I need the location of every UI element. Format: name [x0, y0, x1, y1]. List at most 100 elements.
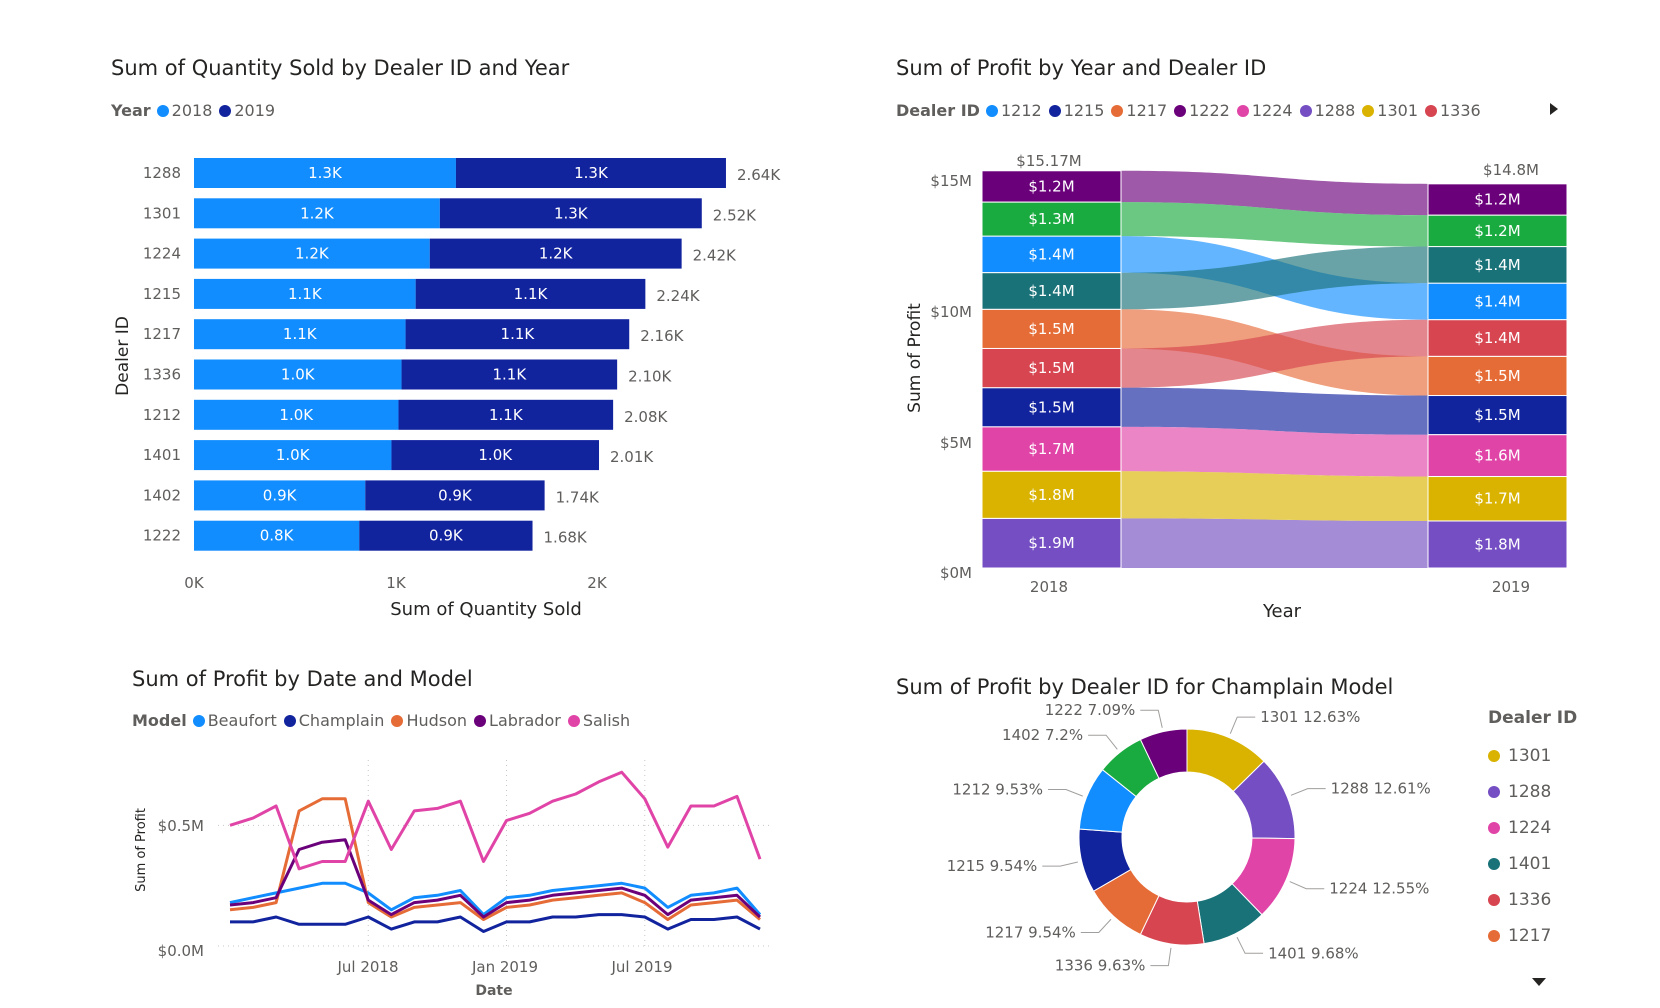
- donut-leader-line: [1047, 789, 1083, 797]
- bar-data-label: 1.0K: [478, 446, 513, 464]
- donut-legend-label-1401: 1401: [1508, 854, 1552, 874]
- ribbon-data-label: $1.5M: [1474, 406, 1520, 424]
- line-x-tick: Jul 2019: [610, 958, 672, 976]
- quantity-chart-panel: Sum of Quantity Sold by Dealer ID and Ye…: [0, 0, 820, 640]
- bar-total-label: 2.10K: [628, 368, 672, 386]
- quantity-chart-legend: Year 2018 2019: [111, 101, 282, 120]
- bar-y-tick: 1402: [143, 486, 181, 504]
- bar-y-tick: 1215: [143, 285, 181, 303]
- bar-2018-1301: [194, 198, 440, 229]
- line-chart-title: Sum of Profit by Date and Model: [132, 667, 473, 691]
- legend-scroll-down-icon[interactable]: [1532, 978, 1546, 986]
- bar-data-label: 1.1K: [288, 285, 323, 303]
- legend-next-icon[interactable]: [1550, 103, 1558, 115]
- profit-ribbon-panel: Sum of Profit by Year and Dealer ID Deal…: [820, 0, 1660, 640]
- ribbon-1215: [1121, 387, 1428, 435]
- donut-leader-line: [1229, 716, 1256, 734]
- bar-data-label: 1.3K: [308, 164, 343, 182]
- ribbon-y-tick: $10M: [930, 303, 972, 321]
- bar-2018-1402: [194, 480, 366, 511]
- legend-label-1301: 1301: [1377, 101, 1418, 120]
- legend-item-1288[interactable]: 1288: [1299, 101, 1355, 120]
- donut-legend-dot-1336: [1488, 894, 1500, 906]
- ribbon-total-2018: $15.17M: [1016, 152, 1081, 170]
- ribbon-chart-title: Sum of Profit by Year and Dealer ID: [896, 56, 1267, 80]
- ribbon-1336: [1121, 319, 1428, 388]
- ribbon-chart-legend: Dealer ID 1212 1215 1217 1222 1224 1288 …: [896, 101, 1488, 120]
- legend-item-1301[interactable]: 1301: [1362, 101, 1418, 120]
- legend-label-2018: 2018: [171, 101, 213, 120]
- donut-data-label: 1217 9.54%: [985, 923, 1076, 941]
- profit-line-chart: Sum of Profit Date $0.5M $0.0M Jul 2018 …: [134, 760, 770, 999]
- donut-data-label: 1222 7.09%: [1045, 701, 1136, 719]
- legend-dot-1301: [1362, 104, 1375, 117]
- ribbon-data-label: $1.5M: [1028, 359, 1074, 377]
- legend-item-2019[interactable]: 2019: [219, 101, 275, 120]
- donut-legend-item-1301[interactable]: 1301: [1488, 738, 1577, 774]
- ribbon-block-1336-2018: [981, 347, 1122, 389]
- legend-dot-2018: [156, 104, 169, 117]
- legend-dot-1212: [985, 104, 998, 117]
- ribbon-legend-title: Dealer ID: [896, 101, 980, 120]
- ribbon-1224: [1121, 426, 1428, 477]
- legend-label-1336: 1336: [1440, 101, 1481, 120]
- bar-y-tick: 1212: [143, 406, 181, 424]
- quantity-chart-title: Sum of Quantity Sold by Dealer ID and Ye…: [111, 56, 570, 80]
- bar-2019-1222: [359, 520, 533, 551]
- donut-legend-item-1217[interactable]: 1217: [1488, 918, 1577, 954]
- legend-item-1224[interactable]: 1224: [1236, 101, 1293, 120]
- profit-line-panel: Sum of Profit by Date and Model Model Be…: [0, 640, 820, 1008]
- legend-item-champlain[interactable]: Champlain: [283, 711, 384, 730]
- legend-label-2019: 2019: [234, 101, 276, 120]
- donut-legend-item-1401[interactable]: 1401: [1488, 846, 1577, 882]
- ribbon-total-2019: $14.8M: [1483, 161, 1539, 179]
- ribbon-y-tick: $15M: [930, 172, 972, 190]
- ribbon-data-label: $1.4M: [1028, 282, 1074, 300]
- line-y-tick: $0.0M: [158, 942, 204, 960]
- legend-item-1336[interactable]: 1336: [1425, 101, 1481, 120]
- bar-y-tick: 1222: [143, 527, 181, 545]
- legend-item-1212[interactable]: 1212: [985, 101, 1042, 120]
- legend-item-1215[interactable]: 1215: [1048, 101, 1104, 120]
- bar-total-label: 1.74K: [556, 488, 600, 506]
- ribbon-block-1336-2019: [1427, 319, 1568, 357]
- donut-legend-item-1224[interactable]: 1224: [1488, 810, 1577, 846]
- ribbon-1301: [1121, 471, 1428, 521]
- bar-data-label: 1.1K: [501, 325, 536, 343]
- legend-item-beaufort[interactable]: Beaufort: [192, 711, 277, 730]
- bar-2019-1301: [439, 198, 702, 229]
- donut-data-label: 1288 12.61%: [1331, 780, 1431, 798]
- bar-data-label: 1.0K: [281, 366, 316, 384]
- bar-y-tick: 1217: [143, 325, 181, 343]
- ribbon-block-1288-2018: [981, 517, 1122, 569]
- ribbon-block-1401-2018: [981, 272, 1122, 310]
- legend-item-2018[interactable]: 2018: [156, 101, 213, 120]
- donut-legend-item-1336[interactable]: 1336: [1488, 882, 1577, 918]
- legend-item-1222[interactable]: 1222: [1174, 101, 1230, 120]
- bar-2019-1401: [391, 440, 600, 471]
- bar-2018-1212: [194, 399, 399, 430]
- legend-item-hudson[interactable]: Hudson: [391, 711, 467, 730]
- bar-y-tick: 1224: [143, 245, 181, 263]
- ribbon-y-axis-label: Sum of Profit: [905, 303, 925, 413]
- bar-data-label: 0.9K: [263, 486, 298, 504]
- legend-item-1217[interactable]: 1217: [1111, 101, 1167, 120]
- legend-dot-salish: [567, 714, 580, 727]
- donut-legend-label-1301: 1301: [1508, 746, 1552, 766]
- bar-2019-1217: [405, 319, 630, 350]
- bar-data-label: 1.2K: [295, 245, 330, 263]
- donut-legend-item-1288[interactable]: 1288: [1488, 774, 1577, 810]
- donut-data-label: 1336 9.63%: [1055, 957, 1146, 975]
- bar-data-label: 0.9K: [429, 527, 464, 545]
- legend-item-labrador[interactable]: Labrador: [474, 711, 561, 730]
- ribbon-block-1401-2019: [1427, 246, 1568, 284]
- legend-item-salish[interactable]: Salish: [567, 711, 630, 730]
- ribbon-block-1215-2018: [981, 387, 1122, 428]
- legend-dot-beaufort: [192, 714, 205, 727]
- ribbon-1402: [1121, 202, 1428, 247]
- donut-legend-label-1217: 1217: [1508, 926, 1552, 946]
- legend-dot-hudson: [391, 714, 404, 727]
- legend-dot-1288: [1299, 104, 1312, 117]
- profit-donut-panel: Sum of Profit by Dealer ID for Champlain…: [820, 640, 1660, 1008]
- donut-data-label: 1212 9.53%: [952, 781, 1043, 799]
